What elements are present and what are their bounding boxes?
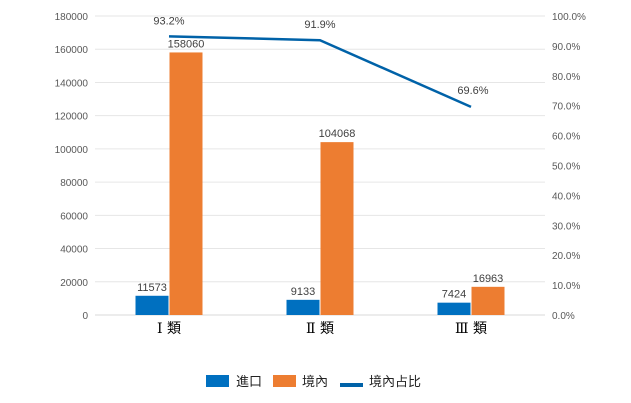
right-tick-label: 50.0% xyxy=(552,162,580,173)
right-tick-label: 70.0% xyxy=(552,102,580,113)
bar-import xyxy=(135,295,169,315)
category-label: Ⅱ 類 xyxy=(306,321,334,337)
data-label: 7424 xyxy=(442,289,466,301)
right-tick-label: 20.0% xyxy=(552,251,580,262)
gridlines xyxy=(95,15,545,316)
legend-label: 進口 xyxy=(236,375,262,390)
ratio-line-path xyxy=(168,35,472,109)
bars: 11573 9133 7424 158060 104068 16963 xyxy=(135,38,505,316)
bar-domestic xyxy=(320,142,354,315)
right-tick-label: 100.0% xyxy=(552,12,586,23)
left-tick-label: 120000 xyxy=(55,112,89,123)
left-tick-label: 100000 xyxy=(55,145,89,156)
legend-label: 境內占比 xyxy=(369,375,421,390)
data-label: 104068 xyxy=(319,128,356,140)
category-labels: Ⅰ 類 Ⅱ 類 Ⅲ 類 xyxy=(157,321,487,337)
right-tick-label: 0.0% xyxy=(552,311,575,322)
right-tick-label: 80.0% xyxy=(552,72,580,83)
legend-label: 境內 xyxy=(302,375,328,390)
left-tick-label: 0 xyxy=(82,311,88,322)
left-tick-label: 60000 xyxy=(60,211,88,222)
bar-import xyxy=(286,299,320,315)
category-label: Ⅲ 類 xyxy=(455,321,487,337)
ratio-label: 91.9% xyxy=(304,19,335,31)
ratio-label: 93.2% xyxy=(153,15,184,27)
right-tick-label: 60.0% xyxy=(552,132,580,143)
legend-swatch-domestic xyxy=(273,375,296,387)
category-label: Ⅰ 類 xyxy=(157,321,181,337)
ratio-line: 93.2% 91.9% 69.6% xyxy=(153,15,489,109)
bar-import xyxy=(437,302,471,315)
legend: 進口 境內 境內占比 xyxy=(206,375,421,390)
left-tick-label: 160000 xyxy=(55,45,89,56)
data-label: 16963 xyxy=(473,273,504,285)
right-tick-label: 30.0% xyxy=(552,221,580,232)
left-axis-ticks: 0 20000 40000 60000 80000 100000 120000 140000 1… xyxy=(55,12,89,322)
data-label: 158060 xyxy=(168,38,205,50)
bar-domestic xyxy=(471,286,505,315)
legend-swatch-ratio xyxy=(340,383,363,387)
left-tick-label: 40000 xyxy=(60,245,88,256)
bar-domestic xyxy=(169,52,203,316)
left-tick-label: 80000 xyxy=(60,178,88,189)
ratio-label: 69.6% xyxy=(457,85,488,97)
data-label: 9133 xyxy=(291,286,315,298)
left-tick-label: 20000 xyxy=(60,278,88,289)
legend-swatch-import xyxy=(206,375,229,387)
right-tick-label: 40.0% xyxy=(552,191,580,202)
left-tick-label: 140000 xyxy=(55,78,89,89)
right-tick-label: 90.0% xyxy=(552,42,580,53)
data-label: 11573 xyxy=(137,282,167,294)
right-axis-ticks: 0.0% 10.0% 20.0% 30.0% 40.0% 50.0% 60.0% 70.0% 8… xyxy=(552,12,586,322)
right-tick-label: 10.0% xyxy=(552,281,580,292)
left-tick-label: 180000 xyxy=(55,12,89,23)
